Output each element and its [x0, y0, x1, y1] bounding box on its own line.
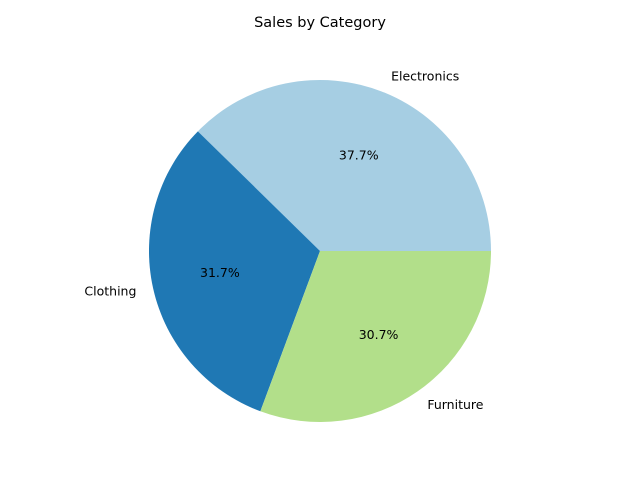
pie-slice-furniture [260, 251, 491, 423]
slice-label-clothing: Clothing [84, 283, 136, 298]
pie-slice-electronics [197, 79, 492, 251]
chart-title: Sales by Category [254, 15, 386, 31]
slice-percent-furniture: 30.7% [359, 327, 399, 342]
pie-slice-clothing [148, 131, 320, 412]
slice-label-furniture: Furniture [427, 397, 483, 412]
slice-label-electronics: Electronics [391, 68, 459, 83]
slice-percent-electronics: 37.7% [339, 148, 379, 163]
pie-labels: Electronics 37.7% Clothing 31.7% Furniture 30… [84, 68, 483, 412]
pie-slices [148, 79, 492, 423]
slice-percent-clothing: 31.7% [200, 265, 240, 280]
